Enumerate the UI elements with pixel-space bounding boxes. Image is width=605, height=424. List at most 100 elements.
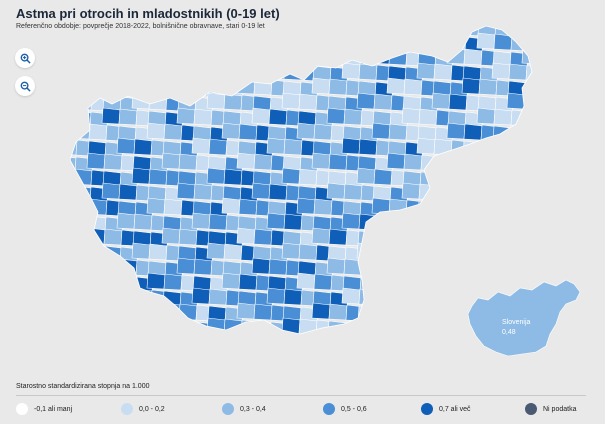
- municipality-region[interactable]: [480, 199, 500, 217]
- municipality-region[interactable]: [476, 32, 496, 50]
- municipality-region[interactable]: [298, 93, 318, 111]
- municipality-region[interactable]: [283, 213, 303, 231]
- municipality-region[interactable]: [464, 261, 484, 279]
- municipality-region[interactable]: [251, 332, 271, 349]
- municipality-region[interactable]: [133, 213, 153, 231]
- municipality-region[interactable]: [148, 243, 168, 261]
- municipality-region[interactable]: [476, 257, 496, 275]
- municipality-region[interactable]: [161, 302, 181, 320]
- municipality-region[interactable]: [356, 18, 376, 35]
- municipality-region[interactable]: [103, 303, 123, 321]
- municipality-region[interactable]: [313, 123, 333, 141]
- municipality-region[interactable]: [118, 108, 138, 126]
- municipality-region[interactable]: [120, 304, 140, 322]
- municipality-region[interactable]: [73, 336, 91, 352]
- municipality-region[interactable]: [491, 212, 511, 230]
- municipality-region[interactable]: [237, 65, 257, 83]
- municipality-region[interactable]: [375, 214, 395, 232]
- municipality-region[interactable]: [448, 336, 466, 352]
- municipality-region[interactable]: [522, 185, 541, 203]
- municipality-region[interactable]: [117, 275, 137, 293]
- legend-item-5[interactable]: Ni podatka: [525, 401, 595, 417]
- municipality-region[interactable]: [401, 182, 421, 200]
- municipality-region[interactable]: [298, 243, 318, 261]
- municipality-region[interactable]: [326, 107, 346, 125]
- municipality-region[interactable]: [479, 216, 499, 234]
- municipality-region[interactable]: [240, 337, 258, 353]
- municipality-region[interactable]: [390, 20, 410, 37]
- municipality-region[interactable]: [448, 19, 468, 36]
- municipality-region[interactable]: [524, 156, 543, 174]
- municipality-region[interactable]: [131, 18, 151, 35]
- municipality-region[interactable]: [90, 319, 110, 336]
- municipality-region[interactable]: [61, 34, 80, 52]
- municipality-region[interactable]: [177, 21, 197, 38]
- municipality-region[interactable]: [176, 107, 196, 125]
- municipality-region[interactable]: [283, 138, 303, 156]
- municipality-region[interactable]: [165, 337, 183, 353]
- municipality-region[interactable]: [221, 272, 241, 290]
- municipality-region[interactable]: [61, 109, 80, 127]
- municipality-region[interactable]: [343, 183, 363, 201]
- municipality-region[interactable]: [419, 321, 439, 338]
- municipality-region[interactable]: [436, 335, 454, 351]
- municipality-region[interactable]: [450, 214, 470, 232]
- municipality-region[interactable]: [419, 246, 439, 264]
- municipality-region[interactable]: [506, 167, 526, 185]
- municipality-region[interactable]: [146, 272, 166, 290]
- municipality-region[interactable]: [494, 171, 514, 189]
- municipality-region[interactable]: [418, 333, 438, 350]
- municipality-region[interactable]: [461, 152, 481, 170]
- municipality-region[interactable]: [491, 62, 511, 80]
- municipality-region[interactable]: [71, 197, 91, 215]
- municipality-region[interactable]: [58, 230, 77, 248]
- municipality-region[interactable]: [251, 182, 271, 200]
- municipality-region[interactable]: [328, 303, 348, 321]
- municipality-region[interactable]: [206, 92, 226, 110]
- municipality-region[interactable]: [521, 122, 540, 140]
- municipality-region[interactable]: [74, 306, 94, 324]
- municipality-region[interactable]: [208, 138, 228, 156]
- municipality-region[interactable]: [225, 64, 245, 82]
- municipality-region[interactable]: [522, 35, 541, 53]
- municipality-region[interactable]: [328, 153, 348, 171]
- municipality-region[interactable]: [253, 153, 273, 171]
- municipality-region[interactable]: [117, 50, 137, 68]
- municipality-region[interactable]: [223, 243, 243, 261]
- municipality-region[interactable]: [146, 122, 166, 140]
- municipality-region[interactable]: [176, 257, 196, 275]
- municipality-region[interactable]: [493, 108, 513, 126]
- municipality-region[interactable]: [493, 258, 513, 276]
- municipality-region[interactable]: [131, 167, 151, 185]
- municipality-region[interactable]: [463, 198, 483, 216]
- municipality-region[interactable]: [344, 22, 364, 39]
- municipality-region[interactable]: [478, 153, 498, 171]
- municipality-region[interactable]: [447, 260, 467, 278]
- municipality-region[interactable]: [311, 227, 331, 245]
- municipality-region[interactable]: [509, 201, 529, 219]
- municipality-region[interactable]: [360, 259, 380, 277]
- municipality-region[interactable]: [251, 32, 271, 50]
- municipality-region[interactable]: [431, 317, 451, 334]
- municipality-region[interactable]: [418, 258, 438, 276]
- municipality-region[interactable]: [253, 303, 273, 321]
- municipality-region[interactable]: [73, 93, 93, 111]
- municipality-region[interactable]: [266, 62, 286, 80]
- municipality-region[interactable]: [431, 242, 451, 260]
- municipality-region[interactable]: [286, 335, 304, 351]
- municipality-region[interactable]: [480, 274, 500, 292]
- legend-item-0[interactable]: -0,1 ali manj: [16, 401, 121, 417]
- municipality-region[interactable]: [448, 318, 468, 335]
- municipality-region[interactable]: [57, 92, 76, 110]
- municipality-region[interactable]: [150, 64, 170, 82]
- municipality-region[interactable]: [105, 49, 125, 67]
- municipality-region[interactable]: [221, 47, 241, 65]
- municipality-region[interactable]: [343, 333, 363, 350]
- municipality-region[interactable]: [495, 229, 515, 247]
- slovenia-inset[interactable]: [467, 279, 581, 357]
- municipality-region[interactable]: [315, 20, 335, 37]
- municipality-region[interactable]: [161, 152, 181, 170]
- municipality-region[interactable]: [163, 273, 183, 291]
- municipality-region[interactable]: [296, 197, 316, 215]
- municipality-region[interactable]: [401, 257, 421, 275]
